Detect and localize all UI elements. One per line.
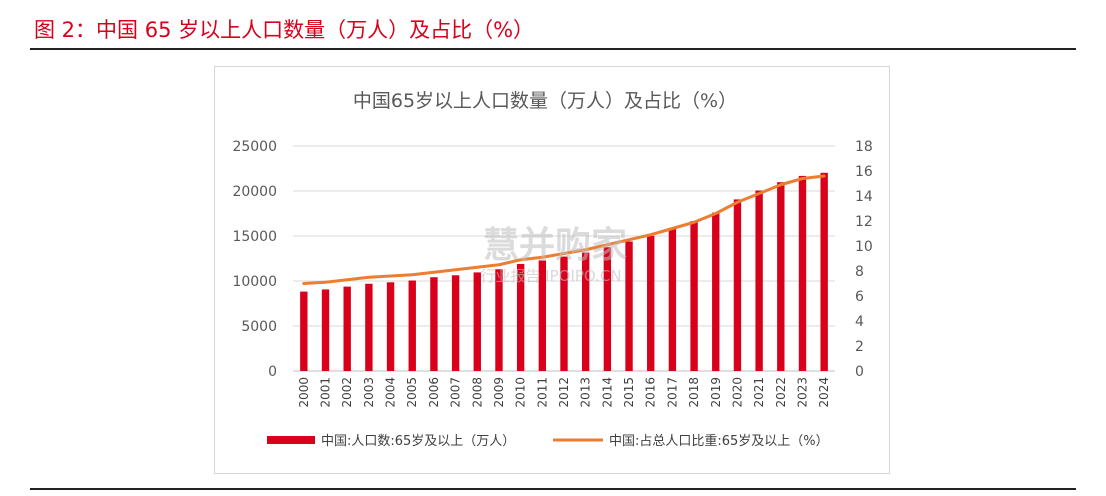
y-right-tick-label: 12 xyxy=(855,214,873,230)
watermark-main: 慧并购家 xyxy=(483,225,627,266)
x-tick-label: 2005 xyxy=(405,377,419,408)
x-tick-label: 2020 xyxy=(730,377,744,408)
x-tick-label: 2018 xyxy=(687,377,701,408)
bar xyxy=(300,291,308,371)
chart-title: 中国65岁以上人口数量（万人）及占比（%） xyxy=(353,90,737,112)
chart-container: 中国65岁以上人口数量（万人）及占比（%） 0 5000 10000 15000 200… xyxy=(214,66,890,474)
y-left-axis: 0 5000 10000 15000 20000 25000 xyxy=(232,139,277,380)
legend-bar-label: 中国:人口数:65岁及以上（万人） xyxy=(321,434,515,449)
y-right-tick-label: 8 xyxy=(855,264,864,280)
x-tick-label: 2015 xyxy=(622,377,636,408)
bar xyxy=(777,182,785,371)
y-left-tick-label: 15000 xyxy=(232,229,277,245)
bar xyxy=(798,175,807,371)
bar xyxy=(820,172,828,371)
legend-line-label: 中国:占总人口比重:65岁及以上（%） xyxy=(609,433,829,449)
y-left-tick-label: 5000 xyxy=(241,319,277,335)
bar xyxy=(343,286,351,371)
bar xyxy=(538,260,547,371)
x-tick-label: 2022 xyxy=(774,377,788,408)
x-tick-label: 2006 xyxy=(427,377,441,408)
y-right-tick-label: 4 xyxy=(855,314,864,330)
y-right-tick-label: 6 xyxy=(855,289,864,305)
x-tick-label: 2012 xyxy=(557,377,571,408)
figure-caption: 图 2：中国 65 岁以上人口数量（万人）及占比（%） xyxy=(34,18,535,42)
line-layer xyxy=(302,174,826,285)
x-tick-label: 2007 xyxy=(449,377,463,408)
bars-layer xyxy=(300,172,828,371)
x-tick-label: 2004 xyxy=(384,377,398,408)
y-left-tick-label: 10000 xyxy=(232,274,277,290)
bar xyxy=(690,221,698,371)
bar xyxy=(321,289,330,371)
x-tick-label: 2014 xyxy=(600,377,614,408)
y-left-tick-label: 20000 xyxy=(232,184,277,200)
legend: 中国:人口数:65岁及以上（万人） 中国:占总人口比重:65岁及以上（%） xyxy=(267,433,829,449)
bar xyxy=(560,256,568,371)
watermark-sub: 行业报告 IPOIPO.CN xyxy=(480,267,621,285)
bar xyxy=(712,212,720,371)
y-right-tick-label: 18 xyxy=(855,139,873,155)
x-tick-label: 2002 xyxy=(340,377,354,408)
bar xyxy=(408,280,416,371)
bar xyxy=(755,190,763,371)
y-left-tick-label: 25000 xyxy=(232,139,277,155)
y-right-tick-label: 14 xyxy=(855,189,873,205)
bar xyxy=(733,199,742,371)
x-tick-label: 2016 xyxy=(644,377,658,408)
y-right-tick-label: 10 xyxy=(855,239,873,255)
x-tick-label: 2023 xyxy=(795,377,809,408)
series-line xyxy=(302,174,826,285)
bar xyxy=(386,282,395,371)
y-right-axis: 0 2 4 6 8 10 12 14 16 18 xyxy=(855,139,873,380)
x-tick-label: 2017 xyxy=(665,377,679,408)
watermark: 慧并购家 行业报告 IPOIPO.CN xyxy=(480,225,627,285)
x-axis: 2000 2001 2002 2003 2004 2005 2006 2007 2008 2009… xyxy=(297,377,831,408)
x-tick-label: 2009 xyxy=(492,377,506,408)
x-tick-label: 2003 xyxy=(362,377,376,408)
bar xyxy=(516,263,525,371)
chart-svg: 中国65岁以上人口数量（万人）及占比（%） 050001000015000200… xyxy=(232,90,873,449)
x-tick-label: 2024 xyxy=(817,377,831,408)
bar xyxy=(473,272,481,371)
x-tick-label: 2000 xyxy=(297,377,311,408)
y-right-tick-label: 0 xyxy=(855,364,864,380)
x-tick-label: 2021 xyxy=(752,377,766,408)
y-right-tick-label: 16 xyxy=(855,164,873,180)
bar xyxy=(668,228,677,371)
x-tick-label: 2011 xyxy=(535,377,549,408)
x-tick-label: 2013 xyxy=(579,377,593,408)
bar xyxy=(647,235,655,371)
y-left-tick-label: 0 xyxy=(268,364,277,380)
bottom-rule xyxy=(30,488,1076,490)
x-tick-label: 2019 xyxy=(709,377,723,408)
y-right-tick-label: 2 xyxy=(855,339,864,355)
bar xyxy=(625,241,633,371)
legend-bar-swatch xyxy=(267,436,315,444)
x-tick-label: 2008 xyxy=(470,377,484,408)
x-tick-label: 2001 xyxy=(319,377,333,408)
top-rule xyxy=(30,48,1076,50)
bar xyxy=(365,283,373,371)
bar xyxy=(603,247,612,371)
bar xyxy=(430,277,438,371)
bar xyxy=(495,269,503,371)
bar xyxy=(581,252,590,371)
x-tick-label: 2010 xyxy=(514,377,528,408)
bar xyxy=(451,275,460,371)
